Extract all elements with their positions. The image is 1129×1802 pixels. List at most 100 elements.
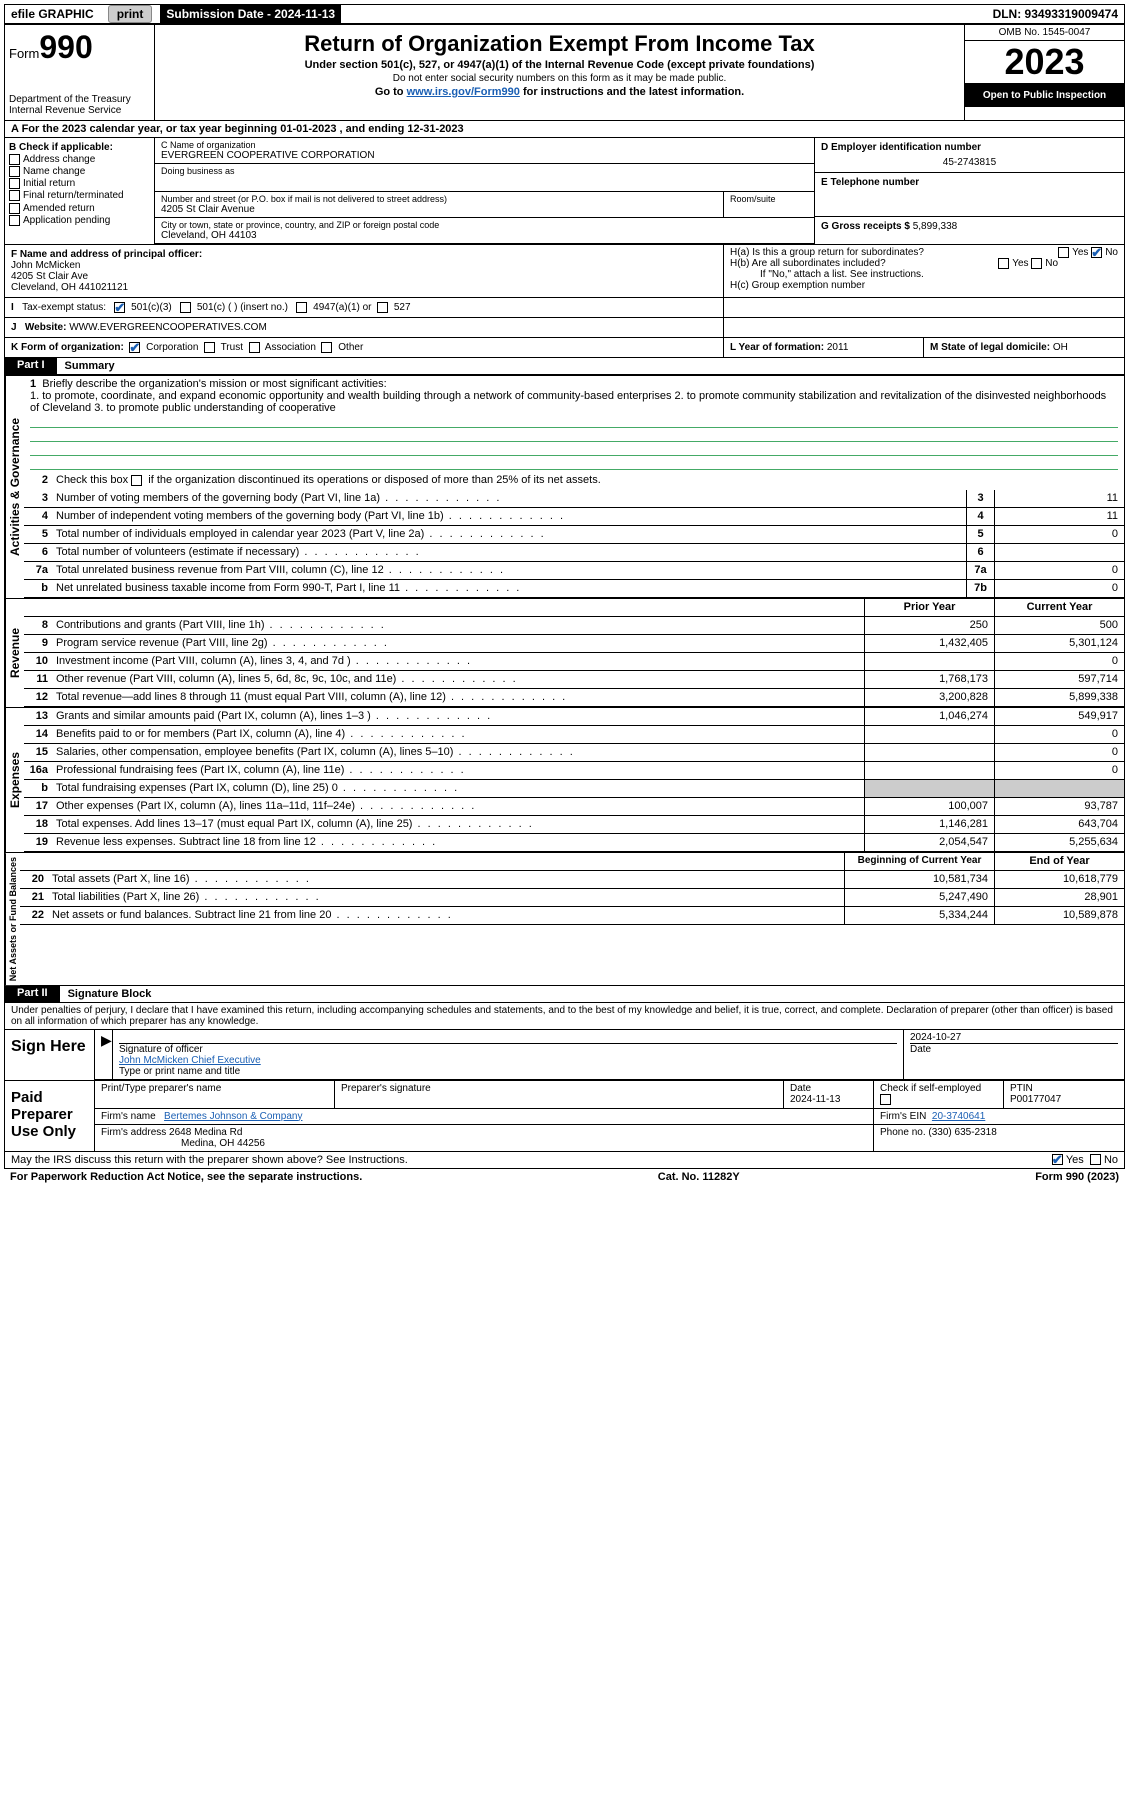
firm-name[interactable]: Bertemes Johnson & Company bbox=[164, 1111, 302, 1122]
ln: 4 bbox=[24, 508, 52, 525]
rev-section: Revenue Prior Year Current Year 8 Contri… bbox=[5, 598, 1124, 707]
row-a-begin: 01-01-2023 bbox=[280, 123, 336, 135]
cb-trust[interactable] bbox=[204, 342, 215, 353]
cb-address-change[interactable]: Address change bbox=[9, 154, 150, 165]
line-8: 8 Contributions and grants (Part VIII, l… bbox=[24, 617, 1124, 635]
ln: 15 bbox=[24, 744, 52, 761]
prep-date-val: 2024-11-13 bbox=[790, 1094, 840, 1105]
form-prefix: Form bbox=[9, 46, 39, 61]
dln: DLN: 93493319009474 bbox=[987, 5, 1124, 23]
cb-527[interactable] bbox=[377, 302, 388, 313]
street-row: Number and street (or P.O. box if mail i… bbox=[155, 192, 814, 218]
sig-officer: Signature of officer John McMicken Chief… bbox=[113, 1030, 904, 1079]
firm-name-box: Firm's name Bertemes Johnson & Company bbox=[95, 1109, 874, 1124]
dba-box: Doing business as bbox=[155, 164, 814, 192]
cb-discontinued[interactable] bbox=[131, 475, 142, 486]
cb-4947[interactable] bbox=[296, 302, 307, 313]
row-a: A For the 2023 calendar year, or tax yea… bbox=[5, 121, 1124, 138]
hb-yes-cb[interactable] bbox=[998, 258, 1009, 269]
desc: Other expenses (Part IX, column (A), lin… bbox=[52, 798, 864, 815]
cb-app-pending[interactable]: Application pending bbox=[9, 215, 150, 226]
yes-label: Yes bbox=[1012, 258, 1028, 269]
mission-label: Briefly describe the organization's miss… bbox=[42, 378, 386, 390]
opt-corp: Corporation bbox=[146, 342, 198, 353]
discuss-no-cb[interactable] bbox=[1090, 1154, 1101, 1165]
gross-receipts: 5,899,338 bbox=[913, 221, 958, 232]
cb-assoc[interactable] bbox=[249, 342, 260, 353]
sig-row-1: ▶ Signature of officer John McMicken Chi… bbox=[95, 1030, 1124, 1080]
desc: Program service revenue (Part VIII, line… bbox=[52, 635, 864, 652]
cb-501c3[interactable] bbox=[114, 302, 125, 313]
desc: Contributions and grants (Part VIII, lin… bbox=[52, 617, 864, 634]
perjury-text: Under penalties of perjury, I declare th… bbox=[5, 1003, 1124, 1029]
prior-val: 2,054,547 bbox=[864, 834, 994, 851]
cb-other[interactable] bbox=[321, 342, 332, 353]
cb-corp[interactable] bbox=[129, 342, 140, 353]
hb-no-cb[interactable] bbox=[1031, 258, 1042, 269]
part1-title: Summary bbox=[57, 357, 1124, 375]
header-right: OMB No. 1545-0047 2023 Open to Public In… bbox=[964, 25, 1124, 120]
sig-date-box: 2024-10-27 Date bbox=[904, 1030, 1124, 1079]
ha-no-cb[interactable] bbox=[1091, 247, 1102, 258]
box-m: M State of legal domicile: OH bbox=[924, 338, 1124, 357]
ln-2: 2 bbox=[24, 472, 52, 490]
ha-text: H(a) Is this a group return for subordin… bbox=[730, 247, 924, 258]
no-label: No bbox=[1045, 258, 1058, 269]
date-lbl: Date bbox=[790, 1083, 811, 1094]
current-val: 28,901 bbox=[994, 889, 1124, 906]
prior-val bbox=[864, 762, 994, 779]
paid-content: Print/Type preparer's name Preparer's si… bbox=[95, 1081, 1124, 1150]
cb-amended[interactable]: Amended return bbox=[9, 203, 150, 214]
subtitle-1: Under section 501(c), 527, or 4947(a)(1)… bbox=[163, 59, 956, 71]
cb-initial-return[interactable]: Initial return bbox=[9, 178, 150, 189]
form-title: Return of Organization Exempt From Incom… bbox=[163, 31, 956, 57]
cb-501c[interactable] bbox=[180, 302, 191, 313]
dept-label: Department of the Treasury bbox=[9, 94, 150, 105]
cb-final-return[interactable]: Final return/terminated bbox=[9, 190, 150, 201]
ln: 17 bbox=[24, 798, 52, 815]
box-l: L Year of formation: 2011 bbox=[724, 338, 924, 357]
numcell: 3 bbox=[966, 490, 994, 507]
desc: Professional fundraising fees (Part IX, … bbox=[52, 762, 864, 779]
desc: Grants and similar amounts paid (Part IX… bbox=[52, 708, 864, 725]
current-val: 549,917 bbox=[994, 708, 1124, 725]
cb-name-change[interactable]: Name change bbox=[9, 166, 150, 177]
officer-name[interactable]: John McMicken Chief Executive bbox=[119, 1055, 261, 1066]
ln: 20 bbox=[20, 871, 48, 888]
city-box: City or town, state or province, country… bbox=[155, 218, 814, 244]
current-val: 0 bbox=[994, 726, 1124, 743]
val: 11 bbox=[994, 490, 1124, 507]
f-street: 4205 St Clair Ave bbox=[11, 271, 717, 282]
numcell: 5 bbox=[966, 526, 994, 543]
ln: 21 bbox=[20, 889, 48, 906]
discuss-yes-cb[interactable] bbox=[1052, 1154, 1063, 1165]
opt-other: Other bbox=[338, 342, 363, 353]
box-h: H(a) Is this a group return for subordin… bbox=[724, 245, 1124, 297]
l-label: L Year of formation: bbox=[730, 342, 824, 353]
box-e: E Telephone number bbox=[815, 173, 1124, 217]
ha-yes-cb[interactable] bbox=[1058, 247, 1069, 258]
subtitle-3: Go to www.irs.gov/Form990 for instructio… bbox=[163, 86, 956, 98]
website-label: Website: bbox=[25, 322, 69, 333]
part2-title: Signature Block bbox=[60, 985, 1124, 1003]
print-button[interactable]: print bbox=[108, 5, 153, 23]
f-label: F Name and address of principal officer: bbox=[11, 249, 717, 260]
col-headers: Prior Year Current Year bbox=[24, 599, 1124, 617]
current-val: 0 bbox=[994, 762, 1124, 779]
part2-header: Part II Signature Block bbox=[5, 985, 1124, 1003]
vlabel-gov: Activities & Governance bbox=[5, 376, 24, 598]
desc: Number of independent voting members of … bbox=[52, 508, 966, 525]
irs-link[interactable]: www.irs.gov/Form990 bbox=[407, 86, 520, 98]
mission-text: 1. to promote, coordinate, and expand ec… bbox=[30, 390, 1106, 414]
numcell: 4 bbox=[966, 508, 994, 525]
line-4: 4 Number of independent voting members o… bbox=[24, 508, 1124, 526]
box-b: B Check if applicable: Address change Na… bbox=[5, 138, 155, 244]
desc: Total unrelated business revenue from Pa… bbox=[52, 562, 966, 579]
firm-addr-box: Firm's address 2648 Medina RdMedina, OH … bbox=[95, 1125, 874, 1151]
k-label: K Form of organization: bbox=[11, 342, 124, 353]
ln: 10 bbox=[24, 653, 52, 670]
footer-left: For Paperwork Reduction Act Notice, see … bbox=[10, 1171, 362, 1183]
firm-ein[interactable]: 20-3740641 bbox=[932, 1111, 985, 1122]
opt-4947: 4947(a)(1) or bbox=[313, 302, 371, 313]
cb-self-emp[interactable] bbox=[880, 1094, 891, 1105]
